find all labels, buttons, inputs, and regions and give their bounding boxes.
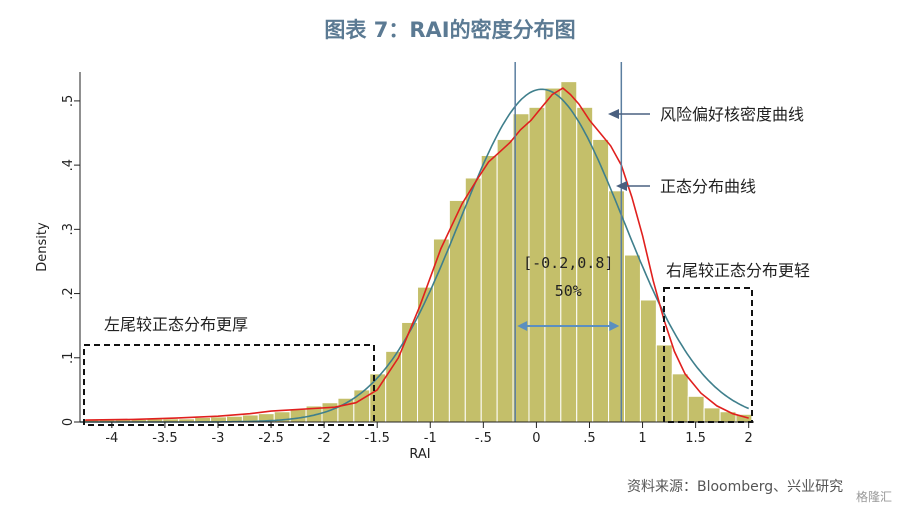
histogram-bar (639, 299, 657, 423)
histogram-bar (401, 321, 419, 423)
y-tick-label: .1 (61, 352, 76, 364)
y-tick-label: .4 (61, 159, 76, 171)
x-tick-label: 1.5 (685, 431, 706, 446)
y-tick-label: 0 (61, 418, 76, 426)
histogram-bar (337, 397, 355, 423)
histogram-bar (671, 373, 689, 423)
normal-annotation: 正态分布曲线 (660, 177, 756, 196)
histogram-bar (592, 138, 610, 423)
histogram-bar (624, 254, 641, 423)
histogram-bar (385, 350, 403, 423)
source-note: 资料来源：Bloomberg、兴业研究 (627, 479, 844, 495)
x-tick-label: -.5 (475, 431, 492, 446)
page-title: 图表 7：RAI的密度分布图 (324, 18, 576, 42)
histogram-bar (353, 389, 371, 423)
watermark-text: 格隆汇 (855, 490, 892, 504)
x-tick-label: 0 (532, 431, 540, 446)
x-tick-label: 2 (745, 431, 753, 446)
kernel-density-curve (85, 87, 749, 421)
histogram-bar (448, 199, 466, 423)
histogram-bar (703, 407, 721, 423)
x-tick-label: 1 (638, 431, 646, 446)
y-axis-label: Density (35, 222, 50, 272)
interval-arrow-left (517, 321, 528, 331)
y-tick-label: .5 (61, 95, 76, 107)
y-tick-label: .3 (61, 223, 76, 235)
histogram-bar (464, 177, 482, 423)
x-tick-label: -3 (211, 431, 224, 446)
x-tick-label: -2.5 (258, 431, 283, 446)
interval-share-label: 50% (555, 282, 582, 300)
histogram-bar (560, 81, 578, 423)
x-tick-label: -2 (318, 431, 331, 446)
right-tail-box (663, 287, 753, 423)
kernel-annotation: 风险偏好核密度曲线 (660, 105, 804, 124)
left-tail-box (83, 344, 375, 426)
x-tick-label: .5 (583, 431, 595, 446)
y-tick-label: .2 (61, 287, 76, 299)
histogram-bar (480, 154, 498, 423)
histogram-bar (496, 138, 514, 423)
x-axis-label: RAI (409, 447, 430, 462)
kernel-annotation-arrow-head (608, 109, 619, 119)
interval-label: [-0.2,0.8] (523, 254, 613, 272)
x-tick-label: -1 (424, 431, 437, 446)
interval-arrow-right (609, 321, 620, 331)
x-tick-label: -4 (105, 431, 118, 446)
left-tail-annotation: 左尾较正态分布更厚 (104, 315, 248, 334)
histogram-bar (289, 408, 307, 423)
histogram-bar (608, 190, 626, 423)
histogram-bar (687, 395, 705, 423)
x-tick-label: -1.5 (365, 431, 390, 446)
normal-annotation-arrow-head (616, 181, 627, 191)
x-tick-label: -3.5 (152, 431, 177, 446)
right-tail-annotation: 右尾较正态分布更轻 (666, 261, 810, 280)
